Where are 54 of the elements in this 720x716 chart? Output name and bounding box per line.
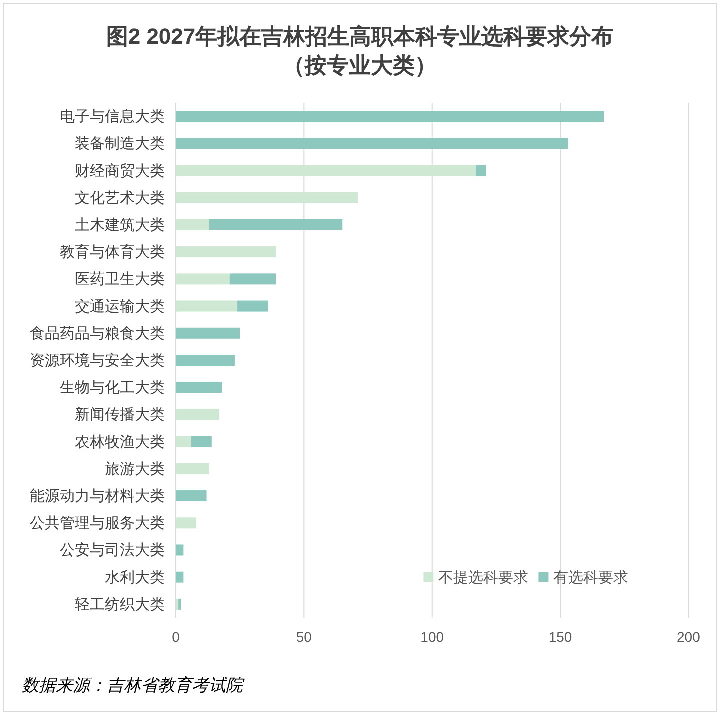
y-tick-label: 公安与司法大类 xyxy=(60,542,165,560)
y-tick-label: 轻工纺织大类 xyxy=(75,596,165,614)
bar xyxy=(176,544,184,556)
bar xyxy=(176,138,568,150)
bar xyxy=(176,300,238,312)
legend-label: 不提选科要求 xyxy=(438,570,529,586)
bar xyxy=(176,355,235,366)
bar xyxy=(238,300,268,312)
y-tick-label: 旅游大类 xyxy=(105,460,165,478)
y-tick-label: 资源环境与安全大类 xyxy=(30,352,165,370)
bar xyxy=(176,274,230,285)
bar xyxy=(176,192,358,204)
bar xyxy=(176,382,222,394)
x-tick-label: 100 xyxy=(420,629,444,645)
y-tick-label: 医药卫生大类 xyxy=(75,271,165,288)
y-tick-label: 交通运输大类 xyxy=(75,298,165,316)
y-tick-label: 财经商贸大类 xyxy=(75,162,165,180)
bar xyxy=(209,219,343,230)
bar xyxy=(176,328,240,339)
chart-title: 图2 2027年拟在吉林招生高职本科专业选科要求分布 xyxy=(106,24,614,49)
bar xyxy=(176,165,476,176)
x-tick-label: 200 xyxy=(677,629,701,645)
bar xyxy=(176,463,210,474)
y-tick-label: 教育与体育大类 xyxy=(60,244,165,262)
bar xyxy=(191,436,212,448)
y-tick-label: 能源动力与材料大类 xyxy=(30,488,165,506)
y-tick-label: 食品药品与粮食大类 xyxy=(30,325,165,342)
y-tick-label: 装备制造大类 xyxy=(75,136,165,153)
y-tick-label: 文化艺术大类 xyxy=(75,190,165,207)
y-tick-label: 农林牧渔大类 xyxy=(75,434,165,451)
x-tick-label: 0 xyxy=(172,629,180,645)
x-tick-label: 150 xyxy=(548,629,572,645)
legend-label: 有选科要求 xyxy=(554,570,629,586)
y-tick-label: 土木建筑大类 xyxy=(75,216,165,234)
bar xyxy=(176,518,197,529)
y-tick-label: 公共管理与服务大类 xyxy=(30,515,165,532)
y-tick-label: 生物与化工大类 xyxy=(60,380,165,397)
bar xyxy=(178,598,182,610)
bar xyxy=(476,165,486,176)
bar xyxy=(176,246,276,258)
bar xyxy=(176,111,604,122)
bar xyxy=(176,436,192,448)
bar xyxy=(176,598,179,610)
bar xyxy=(230,274,276,285)
y-tick-label: 电子与信息大类 xyxy=(60,108,165,126)
x-tick-label: 50 xyxy=(296,629,312,645)
source-note: 数据来源：吉林省教育考试院 xyxy=(22,676,245,695)
bar xyxy=(176,219,210,230)
bar xyxy=(176,490,207,502)
bar xyxy=(176,409,220,420)
chart-subtitle: （按专业大类） xyxy=(283,53,437,78)
y-tick-label: 水利大类 xyxy=(105,569,165,586)
y-tick-label: 新闻传播大类 xyxy=(75,406,165,424)
bar xyxy=(176,572,184,583)
